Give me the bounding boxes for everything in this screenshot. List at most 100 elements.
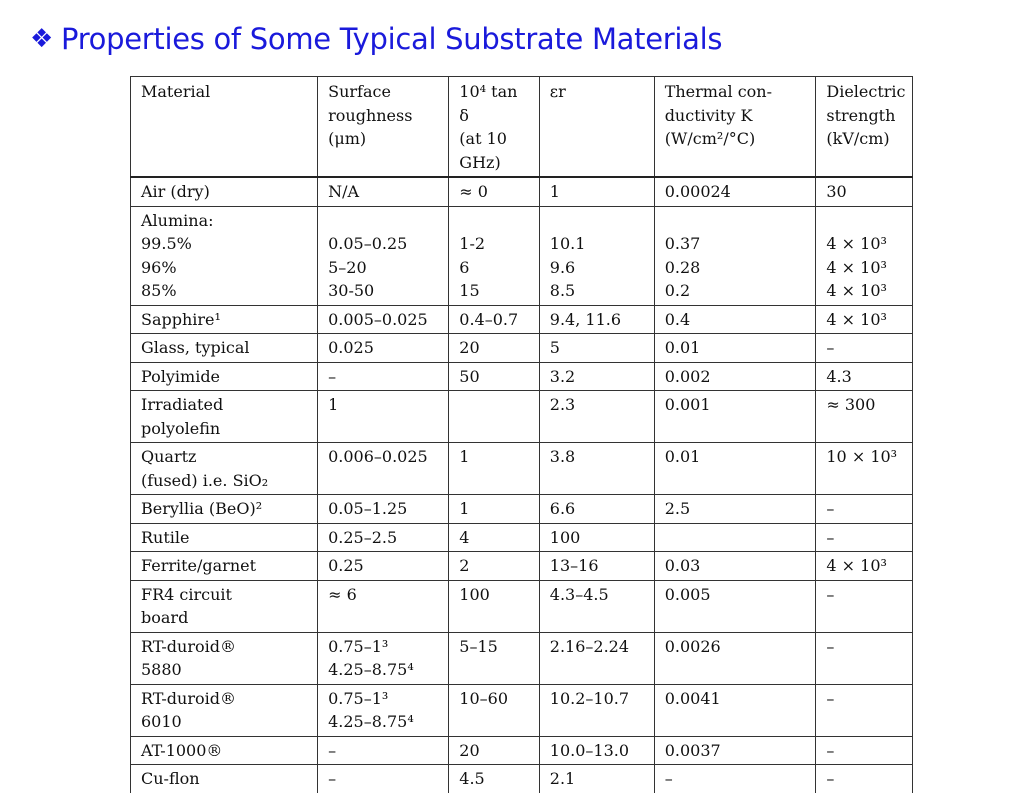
header-permittivity: εr [538, 76, 655, 178]
cell-loss-tangent: 20 [448, 333, 540, 363]
cell-dielectric-strength: 30 [815, 176, 913, 207]
cell-loss-tangent: 100 [448, 579, 540, 633]
cell-loss-tangent: 4.5 [448, 764, 540, 793]
cell-thermal-conductivity: 0.0037 [653, 735, 817, 765]
table-row: RT-duroid® 5880 0.75–1³ 4.25–8.75⁴ 5–15 2.1… [129, 631, 913, 685]
cell-loss-tangent: 1 [448, 442, 540, 495]
cell-permittivity: 3.8 [538, 442, 655, 495]
cell-permittivity: 10.0–13.0 [538, 735, 655, 765]
cell-material: Cu-flon [129, 764, 319, 793]
table-row: Ferrite/garnet 0.25 2 13–16 0.03 4 × 10³ [129, 551, 913, 581]
cell-permittivity: 1 [538, 176, 655, 207]
cell-material: RT-duroid® 5880 [129, 631, 319, 685]
cell-loss-tangent: 10–60 [448, 683, 540, 737]
cell-surface-roughness: 1 [317, 390, 450, 443]
table-row: Irradiated polyolefin 1 2.3 0.001 ≈ 300 [129, 390, 913, 443]
table-row: Quartz (fused) i.e. SiO₂ 0.006–0.025 1 3.8 0… [129, 442, 913, 495]
cell-permittivity: 2.16–2.24 [538, 631, 655, 685]
cell-permittivity: 13–16 [538, 551, 655, 581]
header-dielectric-strength: Dielectric strength (kV/cm) [815, 76, 913, 178]
cell-material: Ferrite/garnet [129, 551, 319, 581]
cell-dielectric-strength: – [815, 764, 913, 793]
cell-loss-tangent: 1-2 6 15 [448, 205, 540, 306]
cell-thermal-conductivity: 0.002 [653, 361, 817, 391]
cell-material: AT-1000® [129, 735, 319, 765]
cell-surface-roughness: – [317, 764, 450, 793]
cell-surface-roughness: – [317, 361, 450, 391]
cell-dielectric-strength: 4.3 [815, 361, 913, 391]
cell-material: RT-duroid® 6010 [129, 683, 319, 737]
cell-thermal-conductivity: 0.005 [653, 579, 817, 633]
cell-surface-roughness: 0.006–0.025 [317, 442, 450, 495]
cell-loss-tangent: 1 [448, 494, 540, 524]
cell-permittivity: 9.4, 11.6 [538, 304, 655, 334]
cell-dielectric-strength: ≈ 300 [815, 390, 913, 443]
cell-dielectric-strength: – [815, 333, 913, 363]
cell-thermal-conductivity: 0.0041 [653, 683, 817, 737]
cell-loss-tangent: 50 [448, 361, 540, 391]
cell-loss-tangent: 4 [448, 522, 540, 552]
diamond-bullet-icon: ❖ [30, 24, 54, 54]
cell-material: Beryllia (BeO)² [129, 494, 319, 524]
slide-title-text: Properties of Some Typical Substrate Mat… [61, 22, 723, 56]
cell-dielectric-strength: 10 × 10³ [815, 442, 913, 495]
cell-permittivity: 10.2–10.7 [538, 683, 655, 737]
cell-permittivity: 3.2 [538, 361, 655, 391]
table-header-row: Material Surface roughness (μm) 10⁴ tan … [129, 76, 913, 178]
table-row: Beryllia (BeO)² 0.05–1.25 1 6.6 2.5– [129, 494, 913, 524]
cell-dielectric-strength: 4 × 10³ 4 × 10³ 4 × 10³ [815, 205, 913, 306]
cell-loss-tangent [448, 390, 540, 443]
cell-thermal-conductivity: 0.01 [653, 333, 817, 363]
cell-surface-roughness: 0.25–2.5 [317, 522, 450, 552]
cell-surface-roughness: 0.25 [317, 551, 450, 581]
cell-loss-tangent: 20 [448, 735, 540, 765]
cell-permittivity: 10.1 9.6 8.5 [538, 205, 655, 306]
header-thermal-conductivity: Thermal con- ductivity K (W/cm²/°C) [653, 76, 817, 178]
cell-loss-tangent: 0.4–0.7 [448, 304, 540, 334]
cell-thermal-conductivity: 0.37 0.28 0.2 [653, 205, 817, 306]
cell-loss-tangent: 5–15 [448, 631, 540, 685]
slide-title: ❖ Properties of Some Typical Substrate M… [30, 22, 722, 56]
cell-material: Alumina: 99.5% 96% 85% [129, 205, 319, 306]
cell-thermal-conductivity: 0.4 [653, 304, 817, 334]
cell-surface-roughness: 0.75–1³ 4.25–8.75⁴ [317, 631, 450, 685]
cell-surface-roughness: 0.005–0.025 [317, 304, 450, 334]
table-row: Polyimide –50 3.2 0.002 4.3 [129, 361, 913, 391]
cell-loss-tangent: 2 [448, 551, 540, 581]
cell-dielectric-strength: – [815, 494, 913, 524]
cell-material: Polyimide [129, 361, 319, 391]
table-row: Cu-flon –4.5 2.1– – [129, 764, 913, 793]
cell-material: Quartz (fused) i.e. SiO₂ [129, 442, 319, 495]
table-row: Air (dry) N/A ≈ 0 1 0.00024 30 [129, 176, 913, 207]
cell-permittivity: 2.1 [538, 764, 655, 793]
cell-thermal-conductivity: 0.001 [653, 390, 817, 443]
cell-dielectric-strength: – [815, 579, 913, 633]
cell-surface-roughness: 0.05–0.25 5–20 30-50 [317, 205, 450, 306]
cell-surface-roughness: 0.05–1.25 [317, 494, 450, 524]
cell-thermal-conductivity: 0.01 [653, 442, 817, 495]
cell-thermal-conductivity [653, 522, 817, 552]
cell-dielectric-strength: – [815, 683, 913, 737]
cell-thermal-conductivity: 2.5 [653, 494, 817, 524]
cell-thermal-conductivity: 0.03 [653, 551, 817, 581]
cell-permittivity: 5 [538, 333, 655, 363]
table-row: RT-duroid® 6010 0.75–1³ 4.25–8.75⁴ 10–60 10… [129, 683, 913, 737]
cell-material: Glass, typical [129, 333, 319, 363]
cell-dielectric-strength: – [815, 631, 913, 685]
header-loss-tangent: 10⁴ tan δ (at 10 GHz) [448, 76, 540, 178]
table-body: Air (dry) N/A ≈ 0 1 0.00024 30 Alumina: 99.5% … [129, 176, 913, 793]
cell-material: Air (dry) [129, 176, 319, 207]
header-material: Material [129, 76, 319, 178]
cell-permittivity: 4.3–4.5 [538, 579, 655, 633]
cell-surface-roughness: 0.025 [317, 333, 450, 363]
cell-dielectric-strength: – [815, 735, 913, 765]
cell-surface-roughness: ≈ 6 [317, 579, 450, 633]
cell-dielectric-strength: 4 × 10³ [815, 304, 913, 334]
cell-thermal-conductivity: 0.0026 [653, 631, 817, 685]
cell-permittivity: 100 [538, 522, 655, 552]
cell-material: Sapphire¹ [129, 304, 319, 334]
table-row: Glass, typical 0.025 20 5 0.01– [129, 333, 913, 363]
cell-dielectric-strength: 4 × 10³ [815, 551, 913, 581]
cell-surface-roughness: N/A [317, 176, 450, 207]
substrate-properties-table: Material Surface roughness (μm) 10⁴ tan … [129, 76, 913, 793]
